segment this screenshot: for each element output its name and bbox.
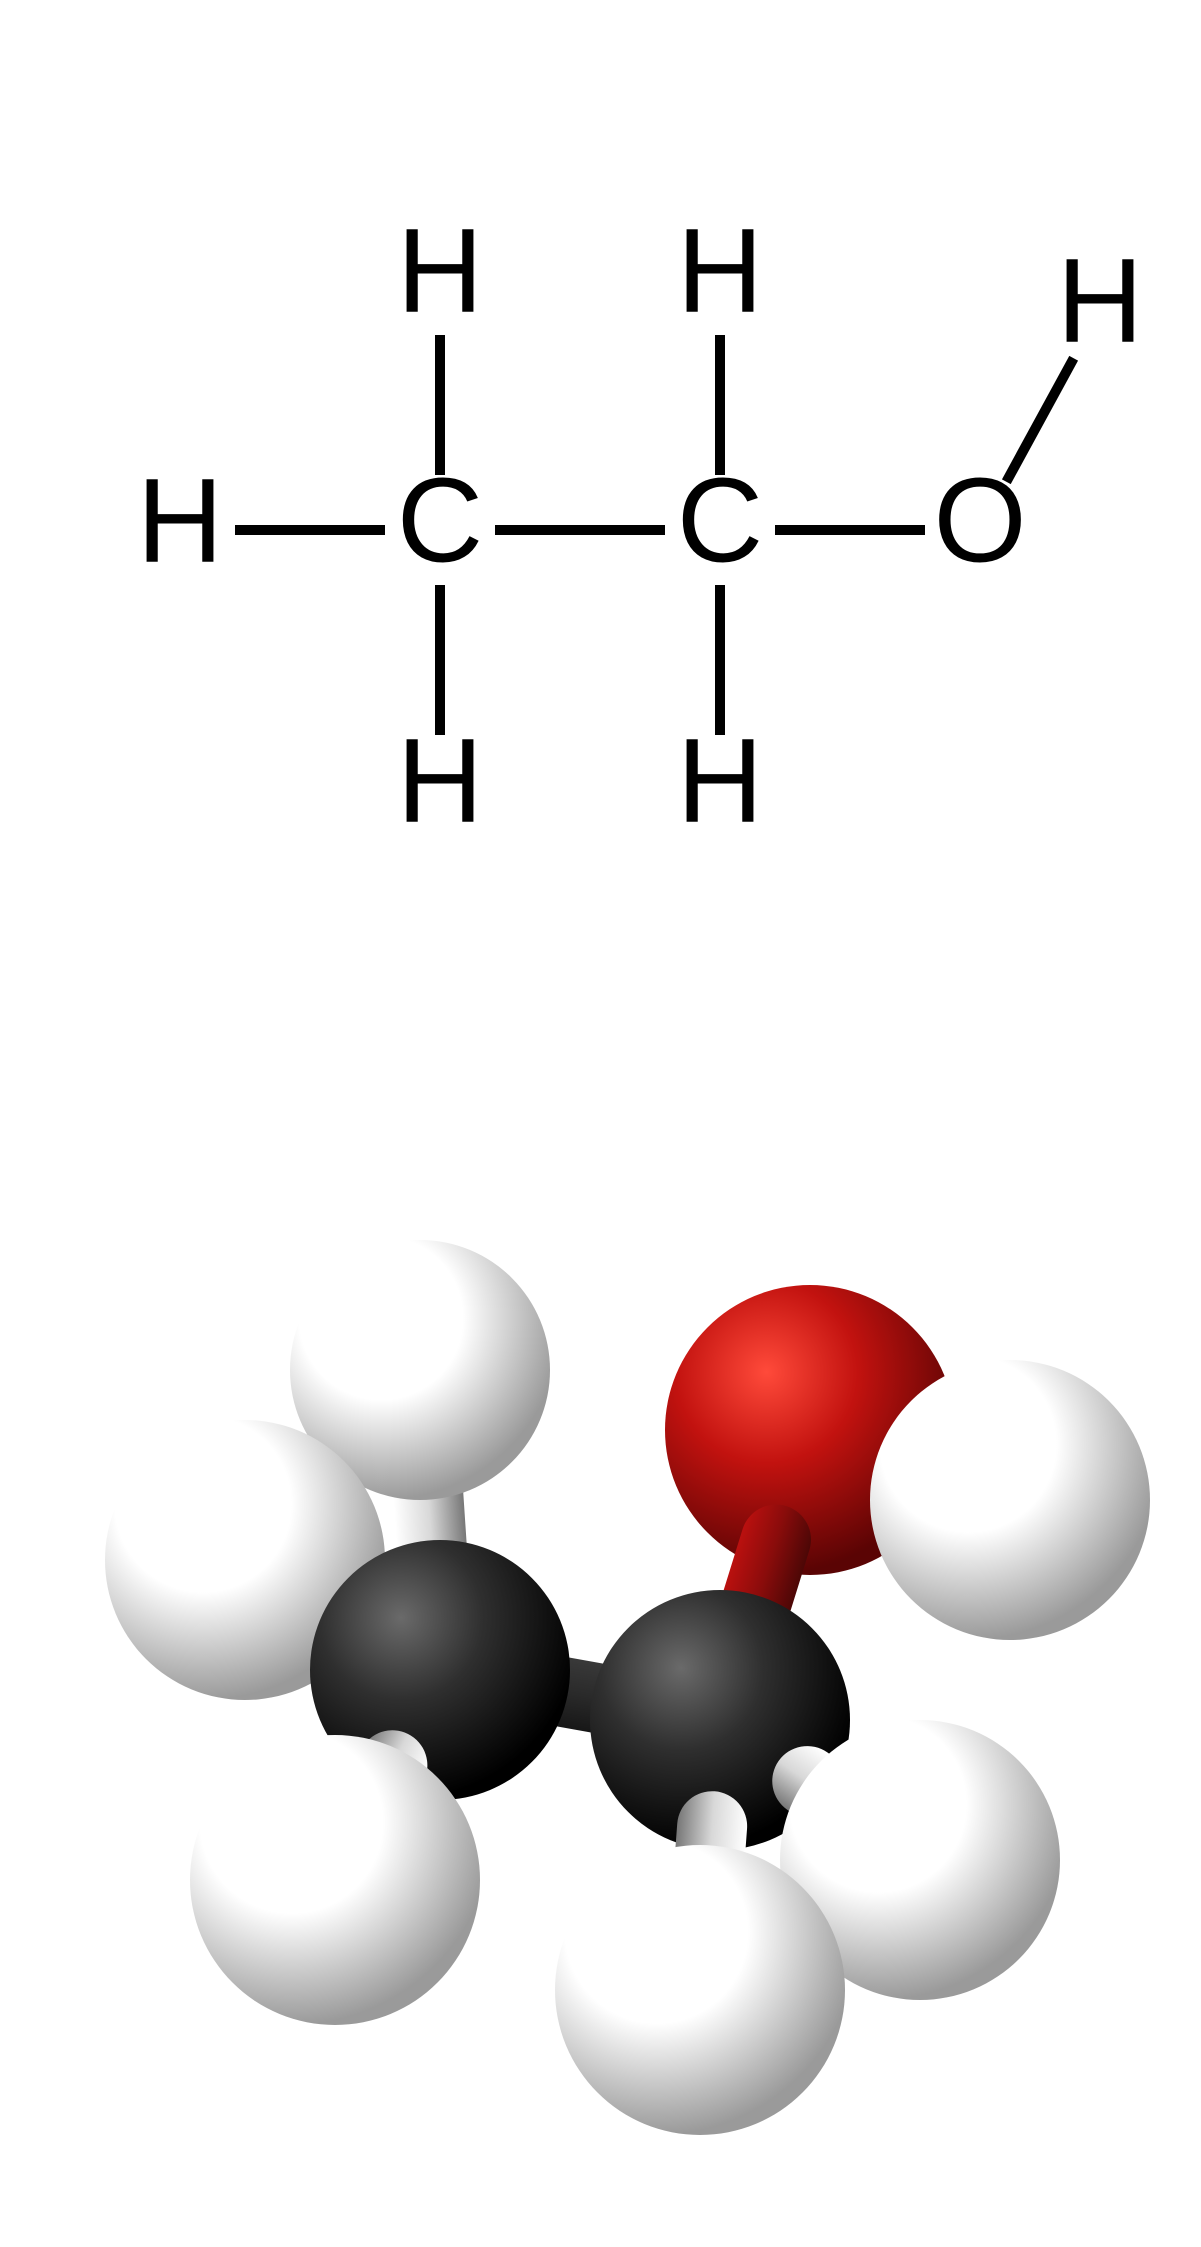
atom-label-H: H (677, 205, 763, 338)
atom-label-H: H (137, 455, 223, 588)
atom-H (555, 1845, 845, 2135)
atom-H (870, 1360, 1150, 1640)
structural-formula-svg: HCCOHHHHH (0, 0, 1201, 1000)
figure-canvas: HCCOHHHHH (0, 0, 1201, 2247)
atom-label-H: H (1057, 235, 1143, 368)
atom-label-H: H (397, 205, 483, 338)
ball-and-stick-svg (0, 1000, 1201, 2247)
structural-formula-panel: HCCOHHHHH (0, 0, 1201, 1000)
atom-label-C: C (677, 455, 763, 588)
atom-label-O: O (933, 455, 1026, 588)
atom-H (190, 1735, 480, 2025)
atom-label-H: H (677, 715, 763, 848)
atom-label-H: H (397, 715, 483, 848)
atom-label-C: C (397, 455, 483, 588)
ball-and-stick-panel (0, 1000, 1201, 2247)
